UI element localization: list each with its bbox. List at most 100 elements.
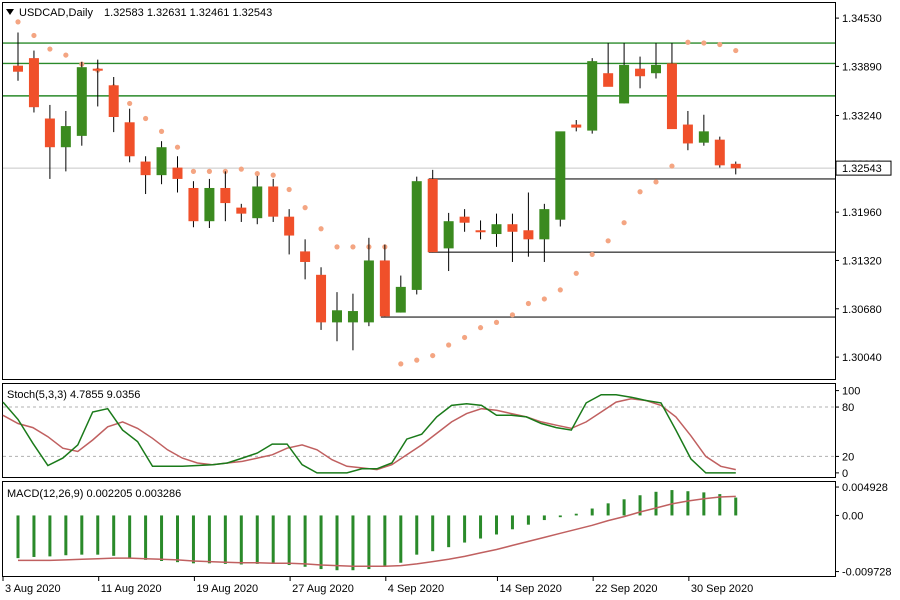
candle-bear <box>108 85 119 118</box>
macd-bar <box>48 515 52 557</box>
macd-bar <box>495 515 498 535</box>
macd-bar <box>287 515 291 566</box>
macd-bar <box>367 515 371 570</box>
candle-bull <box>347 311 358 323</box>
sar-dot <box>493 319 500 325</box>
sar-dot <box>174 144 181 150</box>
macd-bar <box>16 515 20 559</box>
candle-bear <box>172 167 183 179</box>
macd-bar <box>447 515 451 548</box>
sar-dot <box>206 168 212 174</box>
candle-bull <box>443 221 454 249</box>
macd-bar <box>654 491 658 516</box>
stoch-lines <box>2 393 835 474</box>
macd-bar <box>335 515 339 571</box>
candle-bear <box>13 65 23 72</box>
macd-series <box>16 490 738 571</box>
ohlc-label: 1.32583 1.32631 1.32461 1.32543 <box>104 7 272 19</box>
macd-pane-frame <box>2 481 836 577</box>
macd-bar <box>319 515 323 570</box>
macd-y-tick-label: 0.00 <box>842 510 863 522</box>
candle-bear <box>268 186 279 217</box>
macd-bar <box>526 515 530 525</box>
macd-bar <box>96 515 100 555</box>
sar-dot <box>525 300 532 307</box>
x-tick-label: 3 Aug 2020 <box>5 583 61 595</box>
sar-dot <box>302 205 308 211</box>
candle-bull <box>252 186 263 219</box>
macd-bar <box>64 515 68 556</box>
candle-bull <box>363 260 374 323</box>
sar-dot <box>621 220 627 226</box>
macd-bar <box>191 515 195 564</box>
sar-dot <box>286 186 292 193</box>
x-axis-ticks: 3 Aug 2020 11 Aug 2020 19 Aug 2020 27 Aug 2… <box>2 577 753 595</box>
candle-bear <box>635 68 646 77</box>
parabolic-sar <box>15 19 739 367</box>
macd-y-tick-label: 0.004928 <box>842 482 888 494</box>
candle-bear <box>28 58 39 108</box>
stoch-pane-frame <box>2 383 836 478</box>
stoch-label: Stoch(5,3,3) 4.7855 9.0356 <box>7 389 140 401</box>
symbol-menu-triangle-icon[interactable] <box>6 9 14 15</box>
sar-dot <box>669 163 675 169</box>
sar-dot <box>733 47 739 54</box>
candle-bear <box>603 73 614 87</box>
macd-bar <box>32 515 36 557</box>
candle-bull <box>587 61 598 131</box>
symbol-label: USDCAD,Daily <box>19 7 93 19</box>
sar-dot <box>462 334 468 341</box>
macd-bar <box>160 515 164 562</box>
x-tick-label: 11 Aug 2020 <box>101 583 162 595</box>
candle-bear <box>140 161 151 176</box>
sar-dot <box>541 296 547 302</box>
candle-bull <box>204 187 215 222</box>
x-tick-label: 27 Aug 2020 <box>292 583 354 595</box>
macd-bar <box>128 515 132 558</box>
candle-bear <box>682 124 693 144</box>
macd-bar <box>223 515 227 564</box>
candle-bear <box>236 207 247 214</box>
macd-bar <box>80 515 84 555</box>
sar-dot <box>398 361 404 367</box>
macd-bar <box>207 515 211 564</box>
candle-bull <box>76 67 87 136</box>
macd-bar <box>606 503 610 516</box>
macd-bar <box>431 515 435 552</box>
candle-bull <box>156 147 167 176</box>
sar-dot <box>270 172 276 178</box>
macd-bar <box>463 515 467 543</box>
macd-bar <box>239 515 243 565</box>
x-tick-label: 19 Aug 2020 <box>196 583 258 595</box>
macd-bar <box>383 515 387 566</box>
sar-dot <box>446 342 452 348</box>
candle-bear <box>475 230 486 233</box>
macd-bar <box>702 492 706 516</box>
sar-dot <box>637 189 643 195</box>
macd-bar <box>590 508 594 516</box>
sar-dot <box>685 39 691 45</box>
candle-bear <box>220 187 231 204</box>
sar-dot <box>605 238 611 244</box>
sar-dot <box>573 270 579 276</box>
price-y-tick-label: 1.33240 <box>842 110 882 122</box>
macd-bar <box>574 513 578 516</box>
x-tick-label: 22 Sep 2020 <box>595 583 657 595</box>
macd-bar <box>718 494 722 516</box>
sar-dot <box>127 100 133 107</box>
candle-bull <box>651 64 661 74</box>
sar-dot <box>589 251 595 258</box>
macd-bar <box>638 495 642 516</box>
candles <box>13 32 741 351</box>
price-y-tick-label: 1.30040 <box>842 352 882 364</box>
candle-bear <box>92 68 103 71</box>
candle-bear <box>666 63 677 130</box>
macd-signal-line <box>18 495 736 567</box>
sar-dot <box>190 168 197 174</box>
candle-bear <box>188 187 199 222</box>
candle-bear <box>124 122 135 157</box>
price-y-tick-label: 1.31320 <box>842 255 882 267</box>
sar-dot <box>653 179 659 185</box>
